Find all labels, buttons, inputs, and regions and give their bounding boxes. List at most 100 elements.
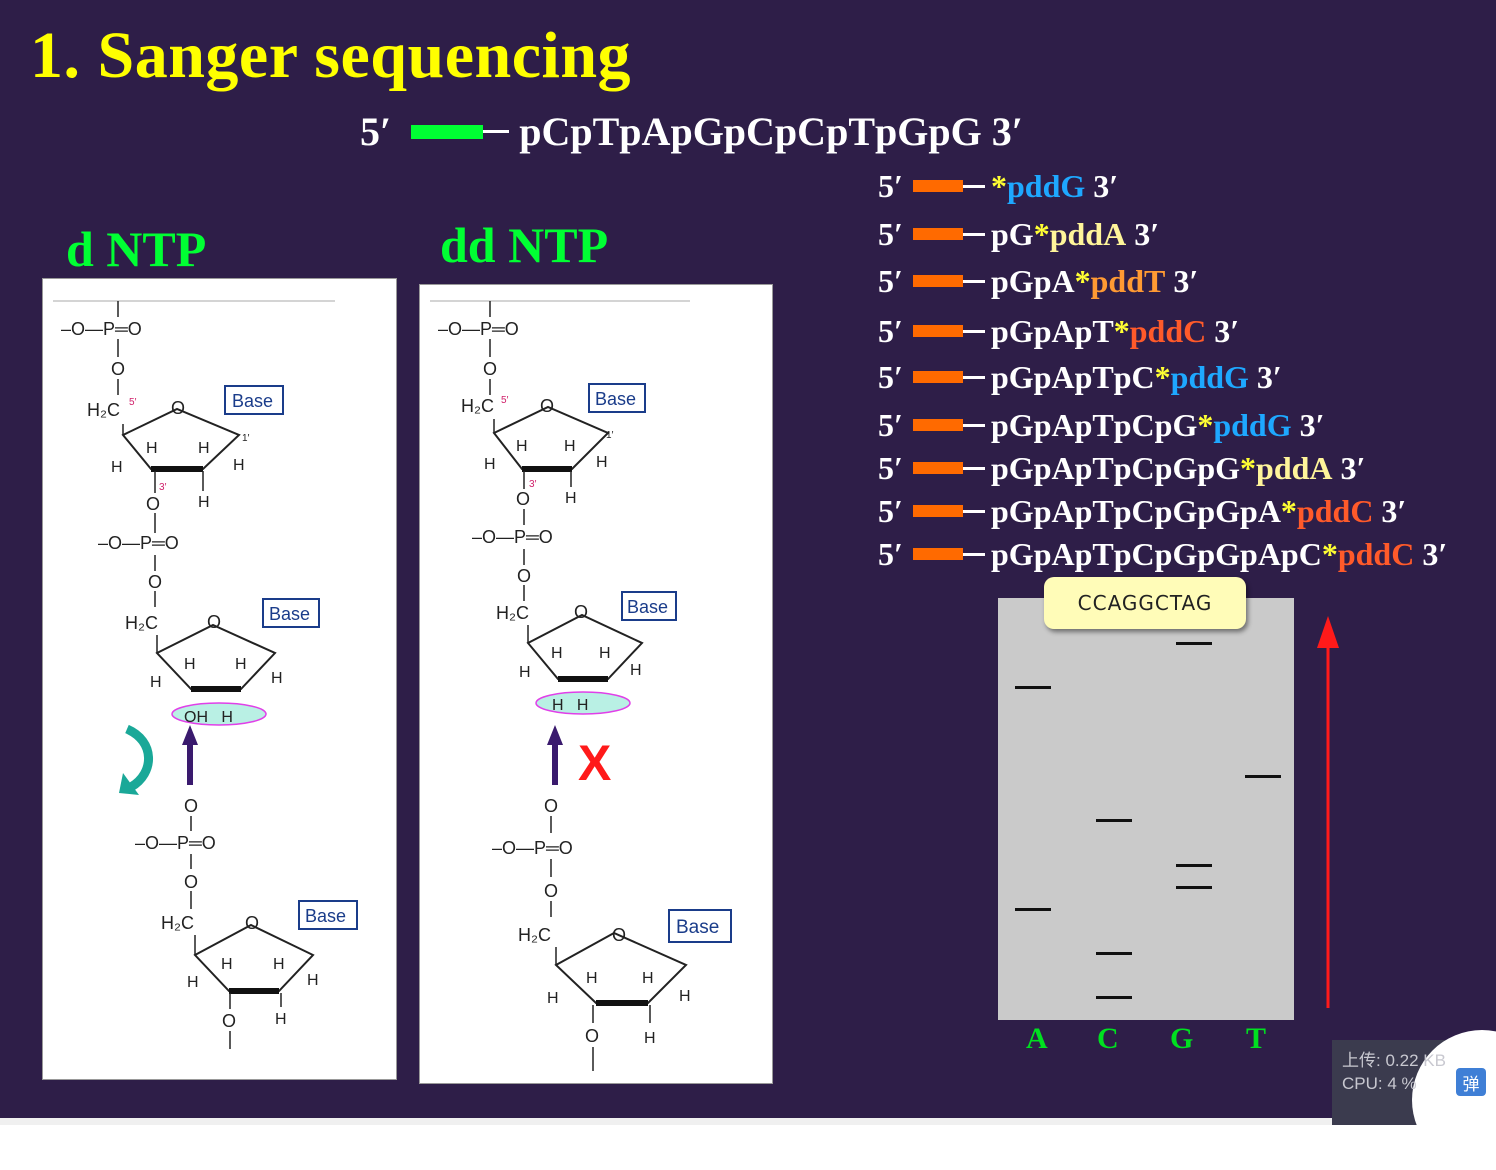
dntp-h-g: H — [235, 656, 247, 673]
dntp-phosphate-top: –O—P═O — [61, 319, 142, 339]
lane-label-a: A — [1026, 1022, 1048, 1055]
ddntp-h-c: H — [484, 456, 496, 473]
fragment-primer-tick — [963, 329, 985, 333]
fragment-prefix: pGpApTpCpGpG — [991, 449, 1241, 486]
fragment-primer-bar — [913, 180, 963, 192]
ddntp-h-n: H — [644, 1030, 656, 1047]
ddntp-base-box-2 — [621, 591, 677, 621]
dntp-h-k: H — [273, 956, 285, 973]
template-primer-bar — [411, 124, 484, 139]
template-strand: 5′ pCpTpApGpCpCpTpGpG 3′ — [360, 108, 1023, 155]
template-five-prime: 5′ — [360, 109, 392, 154]
dntp-o-5: O — [184, 872, 198, 892]
fragment-dideoxy-terminator: pddT — [1090, 262, 1166, 299]
fragment-dideoxy-terminator: pddG — [1213, 406, 1292, 443]
ddntp-o-4: O — [544, 796, 558, 816]
cpu-readout: CPU: 4 % — [1342, 1074, 1417, 1093]
ddntp-h-i: H — [630, 662, 642, 679]
dntp-oh-highlight — [171, 702, 267, 726]
fragment-five-prime: 5′ — [878, 167, 903, 204]
fragment-dideoxy-terminator: pddA — [1256, 449, 1333, 486]
fragment-primer-bar — [913, 505, 963, 517]
upload-readout: 上传: 0.22 KB — [1342, 1051, 1446, 1070]
fragment-prefix: pG — [991, 215, 1034, 252]
fragment-label-star: * — [1154, 358, 1171, 395]
dntp-h-n: H — [275, 1011, 287, 1028]
fragment-three-prime: 3′ — [1214, 312, 1240, 349]
fragment-primer-bar — [913, 548, 963, 560]
ddntp-phosphate-top: –O—P═O — [438, 319, 519, 339]
gel-band-c — [1096, 952, 1132, 956]
dntp-o-2: O — [146, 494, 160, 514]
read-sequence-tag: CCAGGCTAG — [1044, 577, 1246, 629]
ddntp-base-box-3 — [668, 909, 732, 943]
dntp-h-i: H — [271, 670, 283, 687]
fragment-five-prime: 5′ — [878, 262, 903, 299]
fragment-dideoxy-terminator: pddG — [1170, 358, 1249, 395]
ddntp-h-h: H — [519, 664, 531, 681]
fragment-row: 5′ * pddG 3′ — [878, 168, 1118, 204]
dntp-base-box-1 — [224, 385, 284, 415]
fragment-three-prime: 3′ — [1256, 358, 1282, 395]
ddntp-o-5: O — [544, 881, 558, 901]
ddntp-o-2: O — [516, 489, 530, 509]
lane-label-g: G — [1170, 1022, 1194, 1055]
ddntp-phosphate-mid: –O—P═O — [472, 527, 553, 547]
ddntp-o-6: O — [585, 1026, 599, 1046]
danmaku-button[interactable]: 弹 — [1456, 1068, 1486, 1096]
gel-band-a — [1015, 907, 1051, 911]
fragment-three-prime: 3′ — [1299, 406, 1325, 443]
ddntp-pos3-label: 3′ — [529, 479, 537, 490]
fragment-primer-tick — [963, 509, 985, 513]
gel-band-c — [1096, 996, 1132, 1000]
fragment-primer-tick — [963, 232, 985, 236]
dntp-base-3: Base — [305, 906, 346, 926]
fragment-label-star: * — [1321, 535, 1338, 572]
fragment-primer-tick — [963, 466, 985, 470]
dntp-base-box-3 — [298, 900, 358, 930]
dntp-h-c: H — [111, 459, 123, 476]
fragment-dideoxy-terminator: pddC — [1337, 535, 1415, 572]
fragment-primer-tick — [963, 375, 985, 379]
dntp-pos3-label: 3′ — [159, 482, 167, 493]
dntp-pos5-label: 5′ — [129, 397, 137, 408]
fragment-row: 5′ pGpApTpCpG * pddG 3′ — [878, 407, 1325, 443]
fragment-three-prime: 3′ — [1422, 535, 1448, 572]
fragment-five-prime: 5′ — [878, 312, 903, 349]
ddntp-label: dd NTP — [440, 217, 609, 273]
dntp-phosphate-mid: –O—P═O — [98, 533, 179, 553]
gel-band-c — [1096, 819, 1132, 823]
dntp-o-1: O — [111, 359, 125, 379]
dntp-ring-o-3: O — [245, 913, 259, 933]
dntp-pos1-label: 1′ — [242, 433, 250, 444]
fragment-label-star: * — [1280, 492, 1297, 529]
blocked-x-mark: X — [578, 735, 612, 791]
fragment-label-star: * — [991, 167, 1007, 204]
ddntp-ring-o-3: O — [612, 925, 626, 945]
ddntp-h-k: H — [642, 970, 654, 987]
fragment-row: 5′ pGpApTpC * pddG 3′ — [878, 359, 1282, 395]
fragment-dideoxy-terminator: pddG — [1007, 167, 1086, 204]
fragment-five-prime: 5′ — [878, 358, 903, 395]
fragment-prefix: pGpApTpCpGpGpA — [991, 492, 1281, 529]
status-overlay: 上传: 0.22 KB CPU: 4 % 弹 — [1332, 1030, 1496, 1170]
gel-band-g — [1176, 863, 1212, 867]
dntp-h-a: H — [146, 440, 158, 457]
ddntp-o-1: O — [483, 359, 497, 379]
slide-title: 1. Sanger sequencing — [30, 19, 632, 92]
gel-band-t — [1245, 774, 1281, 778]
ddntp-h2c-3: H₂C — [518, 925, 551, 945]
fragment-primer-tick — [963, 279, 985, 283]
fragment-three-prime: 3′ — [1381, 492, 1407, 529]
fragment-label-star: * — [1240, 449, 1257, 486]
ddntp-h-l: H — [547, 990, 559, 1007]
ddntp-h2c-1: H₂C — [461, 396, 494, 416]
dntp-o-6: O — [222, 1011, 236, 1031]
fragment-row: 5′ pGpApTpCpGpGpApC * pddC 3′ — [878, 536, 1447, 572]
fragment-primer-bar — [913, 275, 963, 287]
sequencing-gel — [998, 598, 1294, 1020]
fragment-prefix: pGpApTpCpGpGpApC — [991, 535, 1322, 572]
ddntp-h-highlight — [535, 691, 631, 715]
fragment-row: 5′ pGpA * pddT 3′ — [878, 263, 1198, 299]
dntp-structure-diagram: –O—P═O O H₂C 5′ O Base 1′ H H H H 3′ O H… — [53, 300, 358, 1049]
